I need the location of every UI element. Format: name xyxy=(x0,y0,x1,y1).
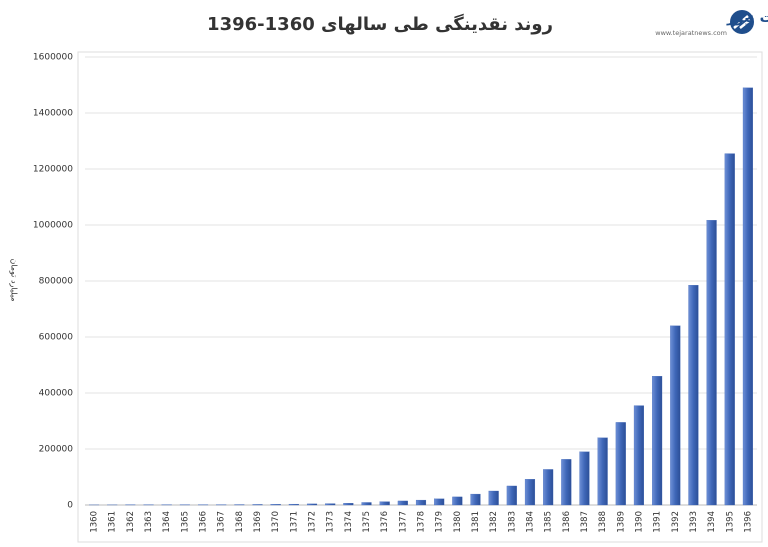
plot-frame xyxy=(77,51,763,543)
y-axis-label: میلیارد تومان xyxy=(10,258,19,301)
bar xyxy=(452,496,463,506)
bar xyxy=(343,503,354,506)
x-tick-label: 1367 xyxy=(217,511,227,533)
x-tick-label: 1392 xyxy=(671,511,681,533)
x-tick-label: 1369 xyxy=(253,511,263,533)
bar xyxy=(724,153,735,506)
x-tick-label: 1371 xyxy=(289,511,299,533)
x-tick-label: 1364 xyxy=(162,511,172,533)
x-tick-label: 1374 xyxy=(344,511,354,533)
bar xyxy=(633,405,644,506)
bar xyxy=(288,503,299,506)
x-tick-label: 1391 xyxy=(653,511,663,533)
y-tick-label: 1400000 xyxy=(33,109,73,119)
bar xyxy=(506,485,517,506)
logo-url: www.tejaratnews.com xyxy=(655,29,727,37)
bar xyxy=(361,502,372,506)
logo-text: تجارت نیوز xyxy=(726,10,768,26)
y-tick-label: 400000 xyxy=(39,389,74,399)
x-tick-label: 1383 xyxy=(507,511,517,533)
bar xyxy=(434,498,445,506)
y-tick-label: 1000000 xyxy=(33,221,73,231)
x-tick-label: 1388 xyxy=(598,511,608,533)
x-tick-label: 1396 xyxy=(743,511,753,533)
y-tick-label: 600000 xyxy=(39,333,74,343)
bar xyxy=(524,479,536,506)
logo: تجارت نیوز www.tejaratnews.com xyxy=(655,10,768,37)
x-tick-label: 1380 xyxy=(453,511,463,533)
bar xyxy=(415,499,427,506)
bar xyxy=(379,501,390,506)
x-tick-label: 1363 xyxy=(144,511,154,533)
bar xyxy=(306,503,318,506)
x-tick-label: 1376 xyxy=(380,511,390,533)
x-tick-label: 1377 xyxy=(398,511,408,533)
bar xyxy=(325,503,336,506)
bar xyxy=(270,504,281,506)
chart-title: روند نقدینگی طی سالهای 1360-1396 xyxy=(207,13,553,35)
x-tick-label: 1379 xyxy=(435,511,445,533)
y-tick-label: 1600000 xyxy=(33,53,73,63)
bar xyxy=(488,490,499,506)
x-tick-label: 1361 xyxy=(108,511,118,533)
x-tick-label: 1370 xyxy=(271,511,281,533)
y-tick-label: 1200000 xyxy=(33,165,73,175)
x-tick-label: 1365 xyxy=(180,511,190,533)
bar xyxy=(706,220,717,506)
bar xyxy=(252,504,263,506)
x-tick-label: 1385 xyxy=(544,511,554,533)
x-tick-label: 1375 xyxy=(362,511,372,533)
y-tick-label: 800000 xyxy=(39,277,74,287)
bar xyxy=(561,459,572,506)
x-tick-label: 1386 xyxy=(562,511,572,533)
x-tick-label: 1360 xyxy=(90,511,100,533)
y-tick-label: 200000 xyxy=(39,445,74,455)
x-tick-label: 1362 xyxy=(126,511,136,533)
x-tick-label: 1390 xyxy=(634,511,644,533)
x-tick-label: 1366 xyxy=(199,511,209,533)
logo-mark xyxy=(733,15,751,29)
x-tick-label: 1381 xyxy=(471,511,481,533)
x-tick-label: 1382 xyxy=(489,511,499,533)
x-tick-label: 1373 xyxy=(326,511,336,533)
x-tick-label: 1372 xyxy=(308,511,318,533)
x-tick-label: 1378 xyxy=(417,511,427,533)
x-tick-label: 1384 xyxy=(525,511,535,533)
bar xyxy=(543,469,554,506)
bar xyxy=(579,451,590,506)
bar xyxy=(670,325,681,506)
x-tick-label: 1395 xyxy=(725,511,735,533)
x-tick-label: 1394 xyxy=(707,511,717,533)
x-tick-label: 1393 xyxy=(689,511,699,533)
y-tick-label: 0 xyxy=(67,501,73,511)
bar xyxy=(397,500,408,506)
bar xyxy=(652,376,663,506)
x-tick-label: 1387 xyxy=(580,511,590,533)
bar xyxy=(470,493,481,506)
x-tick-label: 1368 xyxy=(235,511,245,533)
bar xyxy=(742,87,753,506)
x-tick-label: 1389 xyxy=(616,511,626,533)
bar xyxy=(597,437,608,506)
bar xyxy=(615,422,626,506)
bar xyxy=(688,285,699,506)
